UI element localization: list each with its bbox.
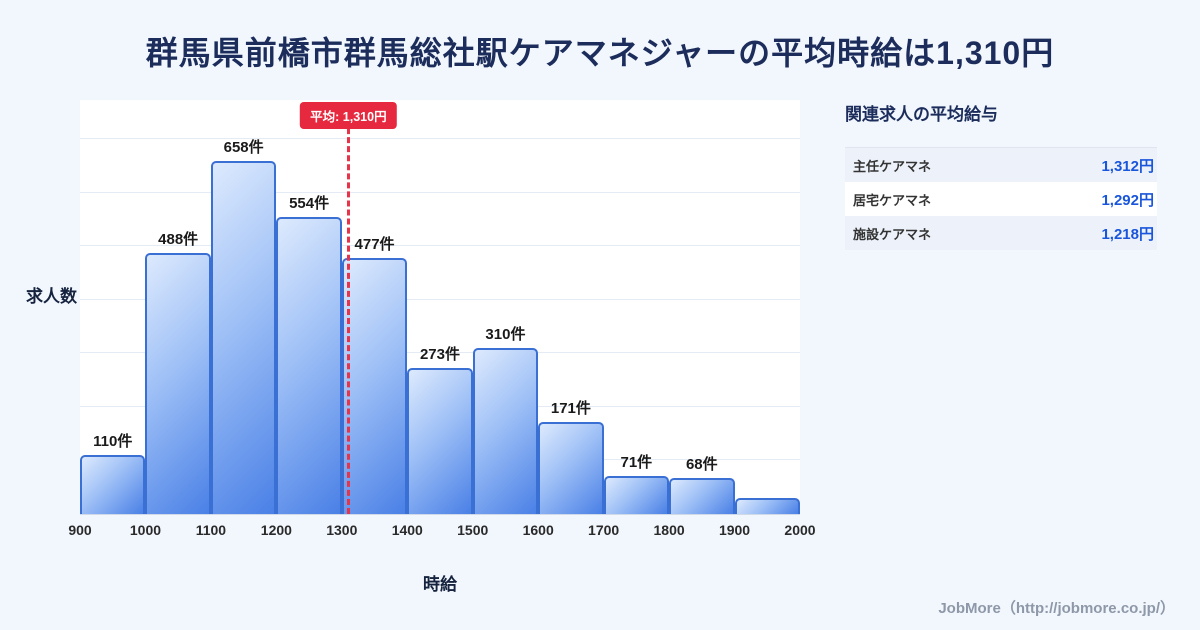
salary-row-value: 1,218円 — [1101, 225, 1154, 243]
x-axis-label: 時給 — [423, 575, 457, 594]
bar-column: 310件 — [472, 100, 539, 514]
bar-column: 71件 — [603, 100, 670, 514]
salary-row-name: 主任ケアマネ — [853, 158, 932, 174]
bar-value-label: 110件 — [93, 433, 133, 450]
salary-row: 居宅ケアマネ 1,292円 — [845, 182, 1157, 216]
gridline — [80, 352, 800, 354]
x-tick-label: 1400 — [391, 522, 423, 538]
bars: 110件 488件 658件 554件 477件 273件 310件 171件 71件 68件 — [80, 100, 800, 514]
bar-column — [734, 100, 800, 514]
page-title: 群馬県前橋市群馬総社駅ケアマネジャーの平均時給は1,310円 — [145, 35, 1055, 71]
salary-row: 主任ケアマネ 1,312円 — [845, 148, 1157, 182]
histogram-bar — [341, 258, 408, 514]
plot-area: 110件 488件 658件 554件 477件 273件 310件 171件 71件 68件 平… — [80, 100, 800, 515]
salary-row: 施設ケアマネ 1,218円 — [845, 216, 1157, 250]
bar-column: 554件 — [276, 100, 342, 514]
bar-value-label: 554件 — [289, 195, 330, 212]
histogram-bar — [734, 498, 800, 514]
x-ticks: 900 1000 1100 1200 1300 1400 1500 1600 1700 1800 1… — [68, 522, 815, 542]
side-panel-heading: 関連求人の平均給与 — [845, 105, 998, 124]
bar-value-label: 171件 — [550, 400, 591, 417]
x-tick-label: 1500 — [457, 522, 489, 538]
salary-row-value: 1,292円 — [1101, 191, 1154, 209]
bar-column: 171件 — [538, 100, 604, 514]
bar-value-label: 273件 — [419, 346, 460, 363]
gridline — [80, 245, 800, 247]
y-axis-label: 求人数 — [26, 287, 77, 306]
average-line — [346, 110, 350, 514]
x-tick-label: 1800 — [653, 522, 685, 538]
salary-row-name: 居宅ケアマネ — [853, 192, 932, 208]
bar-column: 477件 — [341, 100, 408, 514]
bar-column: 273件 — [407, 100, 473, 514]
x-tick-label: 1000 — [129, 522, 162, 538]
histogram-bar — [276, 217, 342, 514]
gridline — [80, 298, 800, 300]
x-tick-label: 1700 — [588, 522, 620, 538]
bar-value-label: 310件 — [485, 326, 526, 343]
histogram-bar — [669, 478, 735, 514]
histogram-bar — [210, 161, 277, 514]
bar-column: 488件 — [145, 100, 211, 514]
bar-column: 68件 — [669, 100, 735, 514]
x-tick-label: 900 — [68, 522, 92, 538]
gridline — [80, 191, 800, 193]
salary-table: 主任ケアマネ 1,312円居宅ケアマネ 1,292円施設ケアマネ 1,218円 — [845, 147, 1157, 250]
histogram-bar — [538, 422, 604, 514]
footer-credit: JobMore（http://jobmore.co.jp/） — [938, 600, 1175, 617]
bar-value-label: 71件 — [620, 454, 653, 471]
salary-row-name: 施設ケアマネ — [853, 226, 932, 242]
bar-value-label: 477件 — [354, 236, 395, 253]
bar-value-label: 488件 — [158, 231, 199, 248]
x-tick-label: 2000 — [784, 522, 816, 538]
x-tick-label: 1600 — [522, 522, 554, 538]
bar-column: 110件 — [80, 100, 146, 514]
histogram-bar — [472, 348, 539, 514]
histogram-bar — [145, 253, 211, 514]
salary-row-value: 1,312円 — [1101, 157, 1154, 175]
histogram-bar — [80, 455, 146, 514]
bar-value-label: 68件 — [685, 456, 718, 473]
bar-value-label: 658件 — [223, 139, 264, 156]
average-badge: 平均: 1,310円 — [300, 102, 397, 129]
gridline — [80, 138, 800, 139]
x-tick-label: 1200 — [260, 522, 292, 538]
x-tick-label: 1300 — [326, 522, 358, 538]
bar-column: 658件 — [210, 100, 277, 514]
histogram-bar — [603, 476, 670, 514]
x-tick-label: 1100 — [195, 522, 227, 538]
side-panel: 関連求人の平均給与 主任ケアマネ 1,312円居宅ケアマネ 1,292円施設ケアマネ… — [845, 100, 1157, 250]
x-tick-label: 1900 — [718, 522, 751, 538]
histogram-bar — [407, 368, 473, 514]
